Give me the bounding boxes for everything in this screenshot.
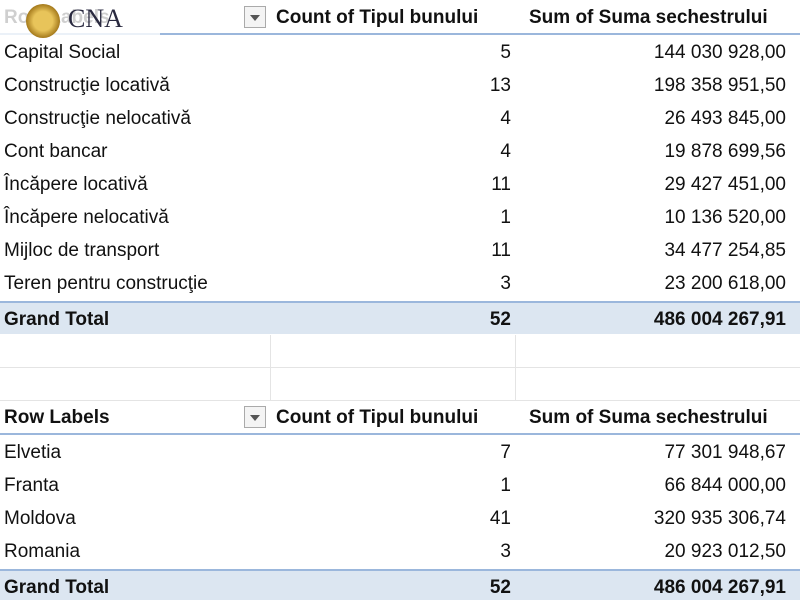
header-row: Row Labels Count of Tipul bunului Sum of S… [0,400,800,435]
cell: 26 493 845,00 [664,108,786,129]
cell: Moldova [4,508,76,529]
cell: Count of Tipul bunului [276,407,479,428]
cell: 11 [491,174,511,195]
blank-row [0,368,800,401]
total-row: Grand Total 52 486 004 267,91 [0,569,800,600]
logo-emblem [26,4,60,38]
cell: Count of Tipul bunului [276,7,479,28]
cell: 1 [500,207,511,228]
blank-row [0,335,800,368]
cell: Mijloc de transport [4,240,160,261]
data-row: Încăpere nelocativă 1 10 136 520,00 [0,201,800,234]
cell: Construcţie nelocativă [4,108,191,129]
cell: Elvetia [4,442,62,463]
cell: 52 [489,309,511,330]
logo-text: CNA [68,4,123,33]
cell: Construcţie locativă [4,75,170,96]
data-row: Construcţie nelocativă 4 26 493 845,00 [0,102,800,135]
cell: 34 477 254,85 [664,240,786,261]
logo: CNA [0,0,160,38]
cell: 19 878 699,56 [664,141,786,162]
cell: 198 358 951,50 [653,75,786,96]
total-row: Grand Total 52 486 004 267,91 [0,301,800,334]
cell: Teren pentru construcţie [4,273,208,294]
data-row: Încăpere locativă 11 29 427 451,00 [0,168,800,201]
cell: 11 [491,240,511,261]
cell: Încăpere nelocativă [4,207,169,228]
cell: 10 136 520,00 [664,207,786,228]
filter-dropdown[interactable] [244,406,266,428]
data-row: Franta 1 66 844 000,00 [0,469,800,502]
cell: 320 935 306,74 [653,508,786,529]
cell: 4 [500,141,511,162]
cell: Sum of Suma sechestrului [529,407,768,428]
data-row: Moldova 41 320 935 306,74 [0,502,800,535]
cell: 52 [489,577,511,598]
cell: 3 [500,273,511,294]
cell: Franta [4,475,59,496]
cell: 3 [500,541,511,562]
cell: 13 [489,75,511,96]
cell: 1 [500,475,511,496]
cell: 77 301 948,67 [664,442,786,463]
cell: Capital Social [4,42,121,63]
cell: Cont bancar [4,141,108,162]
cell: 66 844 000,00 [664,475,786,496]
cell: 20 923 012,50 [664,541,786,562]
cell: 486 004 267,91 [653,309,786,330]
cell: 23 200 618,00 [664,273,786,294]
cell: 486 004 267,91 [653,577,786,598]
data-row: Construcţie locativă 13 198 358 951,50 [0,69,800,102]
cell: Grand Total [4,309,110,330]
cell: Row Labels [4,407,110,428]
cell: 4 [500,108,511,129]
data-row: Capital Social 5 144 030 928,00 [0,36,800,69]
data-row: Cont bancar 4 19 878 699,56 [0,135,800,168]
data-row: Romania 3 20 923 012,50 [0,535,800,568]
cell: 41 [489,508,511,529]
cell: 29 427 451,00 [664,174,786,195]
filter-dropdown[interactable] [244,6,266,28]
cell: Grand Total [4,577,110,598]
cell: Romania [4,541,81,562]
data-row: Mijloc de transport 11 34 477 254,85 [0,234,800,267]
cell: Încăpere locativă [4,174,148,195]
cell: Sum of Suma sechestrului [529,7,768,28]
cell: 5 [500,42,511,63]
cell: 144 030 928,00 [653,42,786,63]
data-row: Elvetia 7 77 301 948,67 [0,436,800,469]
cell: 7 [500,442,511,463]
data-row: Teren pentru construcţie 3 23 200 618,00 [0,267,800,300]
